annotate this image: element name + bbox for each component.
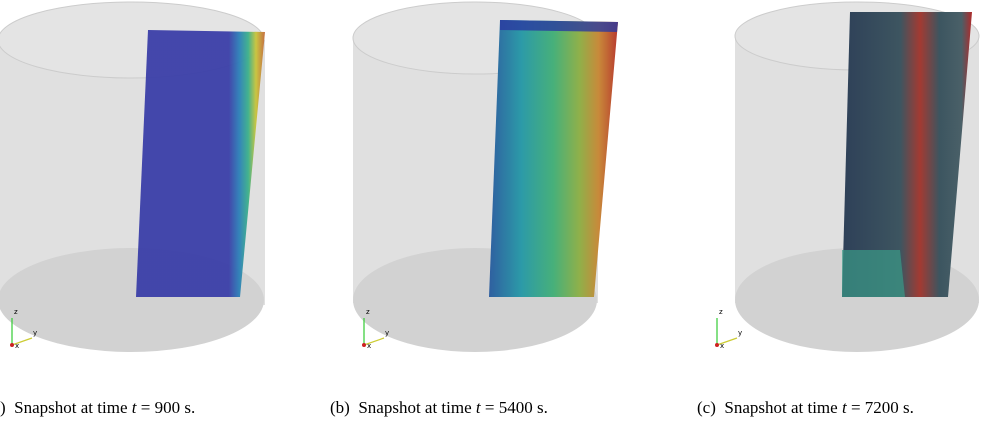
caption: ) Snapshot at time t = 900 s. [0,398,195,418]
caption-variable: t [475,398,481,417]
caption: (b) Snapshot at time t = 5400 s. [330,398,548,418]
axis-label: y [385,329,389,337]
caption-value: = 900 s. [140,398,196,417]
axis-triad: z y x z y x z y x [10,308,742,350]
panel-c [734,1,980,352]
panel-a [0,1,265,352]
caption-text: Snapshot at time [724,398,838,417]
caption-text: Snapshot at time [14,398,128,417]
caption-text: Snapshot at time [358,398,472,417]
caption-value: = 7200 s. [850,398,914,417]
axis-label: z [719,308,723,316]
caption-value: = 5400 s. [484,398,548,417]
caption-variable: t [841,398,847,417]
axis-label: x [367,342,371,350]
axis-label: z [366,308,370,316]
axis-label: z [14,308,18,316]
caption-label: (c) [697,398,716,417]
axis-label: y [33,329,37,337]
renderings: z y x z y x z y x [0,1,980,352]
axis-label: x [720,342,724,350]
panel-b [352,1,618,352]
axis-label: y [738,329,742,337]
axis-label: x [15,342,19,350]
caption-variable: t [131,398,137,417]
caption-label: ) [0,398,6,417]
caption-label: (b) [330,398,350,417]
caption: (c) Snapshot at time t = 7200 s. [697,398,914,418]
